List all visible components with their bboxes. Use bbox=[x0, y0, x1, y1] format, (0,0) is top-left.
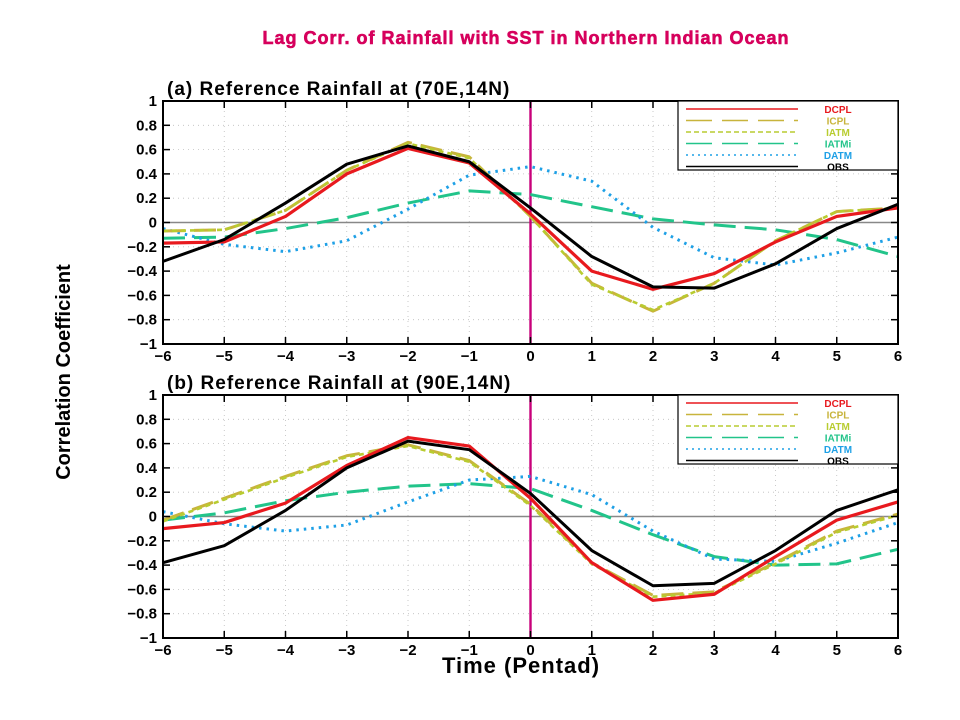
x-tick-label: −6 bbox=[154, 642, 171, 659]
y-tick-label: −1 bbox=[140, 336, 157, 353]
x-tick-label: 0 bbox=[526, 348, 534, 365]
x-tick-label: −2 bbox=[399, 642, 416, 659]
x-tick-label: 2 bbox=[649, 348, 657, 365]
y-tick-label: 0.4 bbox=[136, 166, 158, 183]
x-tick-label: 5 bbox=[833, 348, 841, 365]
y-tick-label: −0.2 bbox=[127, 533, 157, 550]
y-tick-label: −0.4 bbox=[127, 263, 157, 280]
series-line-dcpl bbox=[162, 146, 899, 291]
series-line-dcpl bbox=[162, 435, 899, 602]
y-tick-label: −0.6 bbox=[127, 581, 157, 598]
y-tick-label: −1 bbox=[140, 630, 157, 647]
panel-title: (b) Reference Rainfall at (90E,14N) bbox=[167, 373, 511, 394]
x-tick-label: 1 bbox=[588, 642, 596, 659]
x-tick-label: −5 bbox=[216, 642, 233, 659]
x-tick-label: −1 bbox=[461, 642, 478, 659]
x-tick-label: −3 bbox=[338, 642, 355, 659]
x-tick-label: −2 bbox=[399, 348, 416, 365]
legend-label-iatm: IATM bbox=[826, 422, 850, 433]
x-tick-label: 4 bbox=[771, 642, 780, 659]
x-tick-label: −1 bbox=[461, 348, 478, 365]
legend-label-iatmi: IATMi bbox=[825, 434, 852, 445]
y-tick-label: −0.8 bbox=[127, 312, 157, 329]
x-tick-label: −5 bbox=[216, 348, 233, 365]
figure-title: Lag Corr. of Rainfall with SST in Northe… bbox=[262, 28, 789, 48]
x-tick-label: 1 bbox=[588, 348, 596, 365]
x-tick-label: 4 bbox=[771, 348, 780, 365]
y-tick-label: 0.2 bbox=[136, 484, 157, 501]
y-tick-label: 0.8 bbox=[136, 117, 157, 134]
y-tick-label: 0.6 bbox=[136, 142, 157, 159]
x-tick-label: 6 bbox=[894, 642, 902, 659]
series-line-obs bbox=[162, 439, 899, 588]
y-tick-label: −0.8 bbox=[127, 606, 157, 623]
legend-label-iatm: IATM bbox=[826, 128, 850, 139]
x-tick-label: 3 bbox=[710, 642, 718, 659]
y-tick-label: 1 bbox=[149, 93, 157, 110]
x-tick-label: −3 bbox=[338, 348, 355, 365]
panel-a: 10.80.60.40.20−0.2−0.4−0.6−0.8−1−6 −5 −4 −3… bbox=[127, 79, 902, 365]
x-tick-label: 5 bbox=[833, 642, 841, 659]
legend-label-iatmi: IATMi bbox=[825, 140, 852, 151]
y-tick-label: 0 bbox=[149, 215, 157, 232]
x-tick-label: −6 bbox=[154, 348, 171, 365]
legend-label-icpl: ICPL bbox=[827, 411, 850, 422]
x-tick-label: 2 bbox=[649, 642, 657, 659]
y-tick-label: −0.2 bbox=[127, 239, 157, 256]
x-axis-label: Time (Pentad) bbox=[442, 653, 600, 678]
x-tick-label: 3 bbox=[710, 348, 718, 365]
x-tick-label: −4 bbox=[277, 642, 295, 659]
panel-b: 10.80.60.40.20−0.2−0.4−0.6−0.8−1−6 −5 −4 −3… bbox=[127, 373, 902, 659]
legend-box bbox=[677, 394, 899, 465]
x-tick-label: −4 bbox=[277, 348, 295, 365]
panel-title: (a) Reference Rainfall at (70E,14N) bbox=[167, 79, 510, 100]
y-tick-label: 0.2 bbox=[136, 190, 157, 207]
legend-label-datm: DATM bbox=[824, 151, 852, 162]
y-tick-label: 0.4 bbox=[136, 460, 158, 477]
y-tick-label: −0.6 bbox=[127, 287, 157, 304]
legend-label-icpl: ICPL bbox=[827, 117, 850, 128]
y-tick-label: −0.4 bbox=[127, 557, 157, 574]
legend-box bbox=[677, 100, 899, 171]
series-line-iatm bbox=[162, 444, 899, 598]
y-tick-label: 0.8 bbox=[136, 411, 157, 428]
y-tick-label: 1 bbox=[149, 387, 157, 404]
legend-label-obs: OBS bbox=[827, 457, 849, 468]
series-line-iatmi bbox=[162, 189, 899, 258]
y-tick-label: 0.6 bbox=[136, 436, 157, 453]
y-axis-label: Correlation Coefficient bbox=[53, 264, 75, 480]
x-tick-label: 0 bbox=[526, 642, 534, 659]
legend-label-datm: DATM bbox=[824, 445, 852, 456]
legend-label-obs: OBS bbox=[827, 163, 849, 174]
series-line-obs bbox=[162, 144, 899, 290]
legend-label-dcpl: DCPL bbox=[824, 105, 851, 116]
x-tick-label: 6 bbox=[894, 348, 902, 365]
legend-label-dcpl: DCPL bbox=[824, 399, 851, 410]
y-tick-label: 0 bbox=[149, 509, 157, 526]
